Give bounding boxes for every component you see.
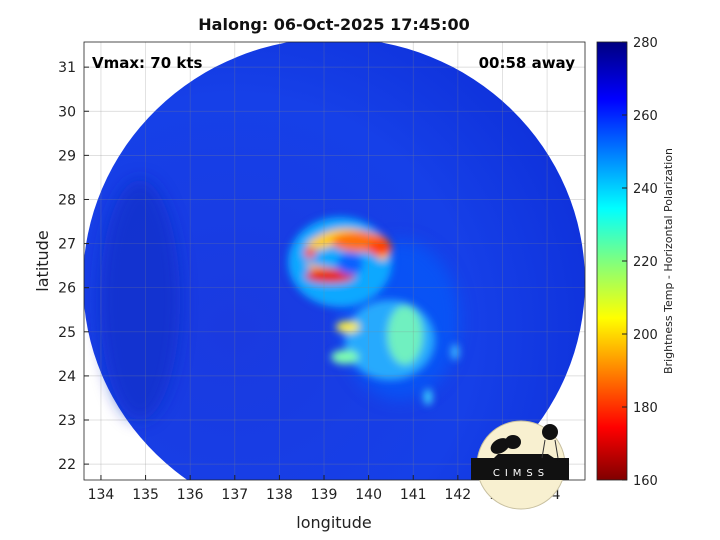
x-tick-label: 140 xyxy=(355,487,382,503)
colorbar-tick-label: 220 xyxy=(633,255,658,270)
cimss-logo: CIMSS xyxy=(471,420,569,510)
y-tick-label: 30 xyxy=(58,104,76,120)
colorbar-tick-label: 280 xyxy=(633,36,658,51)
y-tick-label: 31 xyxy=(58,60,76,76)
y-tick-label: 22 xyxy=(58,457,76,473)
y-tick-label: 28 xyxy=(58,192,76,208)
y-tick-label: 29 xyxy=(58,148,76,164)
colorbar-ticks: 160 180 200 220 240 260 280 xyxy=(622,36,658,489)
y-tick-label: 27 xyxy=(58,237,76,253)
storm-features xyxy=(288,217,459,405)
x-tick-label: 134 xyxy=(88,487,115,503)
y-axis-label: latitude xyxy=(33,230,52,291)
x-tick-label: 141 xyxy=(400,487,427,503)
colorbar-tick-label: 180 xyxy=(633,401,658,416)
plot-frame xyxy=(83,41,586,481)
colorbar-tick-label: 240 xyxy=(633,182,658,197)
y-axis: 22 23 24 25 26 27 28 29 30 31 xyxy=(58,60,89,473)
colorbar-tick-label: 160 xyxy=(633,474,658,489)
y-tick-label: 23 xyxy=(58,413,76,429)
colorbar-tick-label: 200 xyxy=(633,328,658,343)
x-tick-label: 142 xyxy=(444,487,471,503)
brightness-temp-swath xyxy=(84,42,585,480)
y-tick-label: 25 xyxy=(58,325,76,341)
x-tick-label: 138 xyxy=(266,487,293,503)
x-tick-label: 136 xyxy=(177,487,204,503)
y-tick-label: 26 xyxy=(58,281,76,297)
colorbar-label: Brightness Temp - Horizontal Polarizatio… xyxy=(662,148,675,374)
x-tick-label: 135 xyxy=(132,487,159,503)
x-tick-label: 137 xyxy=(221,487,248,503)
grid xyxy=(84,42,585,480)
y-tick-label: 24 xyxy=(58,369,76,385)
x-axis-label: longitude xyxy=(296,513,371,532)
chart-title: Halong: 06-Oct-2025 17:45:00 xyxy=(198,15,469,34)
vmax-annotation: Vmax: 70 kts xyxy=(92,54,202,72)
time-away-annotation: 00:58 away xyxy=(479,54,576,72)
x-tick-label: 139 xyxy=(311,487,338,503)
colorbar-tick-label: 260 xyxy=(633,109,658,124)
logo-text: CIMSS xyxy=(493,468,549,479)
